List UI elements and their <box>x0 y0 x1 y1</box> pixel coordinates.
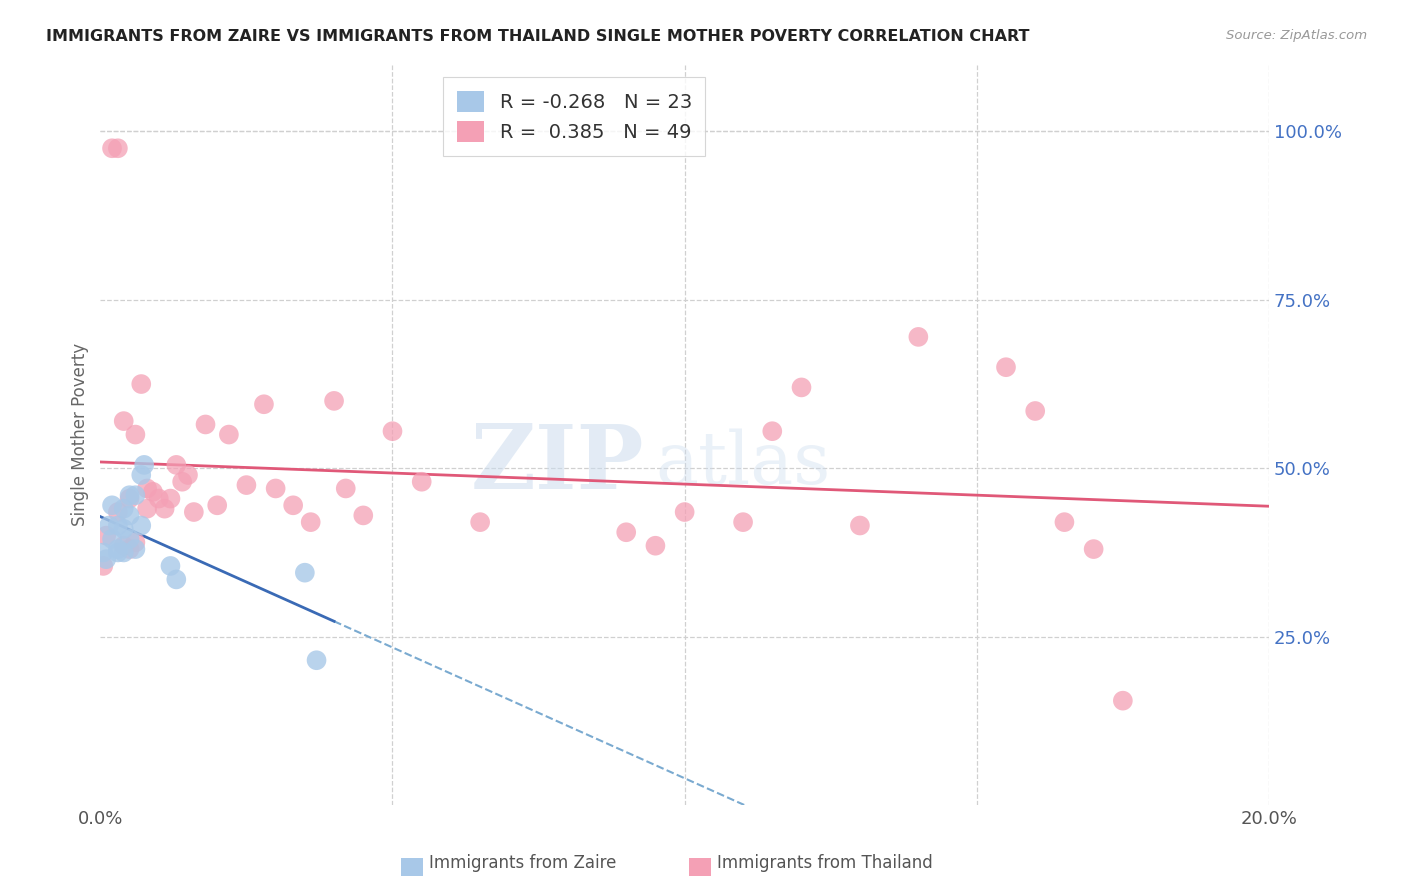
Point <box>218 427 240 442</box>
Point <box>614 525 637 540</box>
Point <box>107 518 129 533</box>
Point <box>264 482 287 496</box>
Point <box>644 539 666 553</box>
Point <box>136 482 159 496</box>
Point <box>124 488 146 502</box>
Point <box>995 360 1018 375</box>
Point <box>112 539 135 553</box>
Point <box>731 515 754 529</box>
Point <box>172 475 194 489</box>
Point <box>352 508 374 523</box>
Point <box>253 397 276 411</box>
Point <box>118 508 141 523</box>
Point <box>1053 515 1076 529</box>
Point <box>205 498 228 512</box>
Text: Immigrants from Zaire: Immigrants from Zaire <box>429 855 616 872</box>
Point <box>112 522 135 536</box>
Point <box>118 542 141 557</box>
Point <box>118 491 141 506</box>
Point <box>112 545 135 559</box>
Point <box>148 491 170 506</box>
Point <box>107 141 129 155</box>
Point <box>194 417 217 432</box>
Point <box>124 427 146 442</box>
Point <box>107 542 129 557</box>
Point <box>153 501 176 516</box>
Text: ZIP: ZIP <box>470 421 644 508</box>
Point <box>907 330 929 344</box>
Point <box>118 532 141 546</box>
Point <box>761 424 783 438</box>
Point <box>101 498 124 512</box>
Point <box>112 414 135 428</box>
Point <box>129 377 152 392</box>
Point <box>335 482 357 496</box>
Point <box>1083 542 1105 557</box>
Point <box>165 573 187 587</box>
Point <box>96 552 118 566</box>
Point <box>129 518 152 533</box>
Point <box>129 467 152 482</box>
Point <box>849 518 872 533</box>
Point <box>101 532 124 546</box>
Point <box>411 475 433 489</box>
Legend: R = -0.268   N = 23, R =  0.385   N = 49: R = -0.268 N = 23, R = 0.385 N = 49 <box>443 78 706 156</box>
Point <box>177 467 200 482</box>
Y-axis label: Single Mother Poverty: Single Mother Poverty <box>72 343 89 526</box>
Point <box>124 535 146 549</box>
Point <box>468 515 491 529</box>
Point <box>183 505 205 519</box>
Point <box>790 380 813 394</box>
Point <box>134 458 156 472</box>
Point <box>107 505 129 519</box>
Point <box>323 393 346 408</box>
Point <box>142 484 165 499</box>
Point <box>107 545 129 559</box>
Text: atlas: atlas <box>655 429 831 500</box>
Point <box>124 542 146 557</box>
Point <box>98 518 121 533</box>
Point <box>299 515 322 529</box>
Point <box>673 505 696 519</box>
Point <box>112 501 135 516</box>
Point <box>305 653 328 667</box>
Point <box>235 478 257 492</box>
Point <box>1112 693 1135 707</box>
Point <box>96 528 118 542</box>
Point <box>381 424 404 438</box>
Point <box>1024 404 1046 418</box>
Point <box>159 558 181 573</box>
Point <box>159 491 181 506</box>
Point <box>283 498 305 512</box>
Text: IMMIGRANTS FROM ZAIRE VS IMMIGRANTS FROM THAILAND SINGLE MOTHER POVERTY CORRELAT: IMMIGRANTS FROM ZAIRE VS IMMIGRANTS FROM… <box>46 29 1031 44</box>
Text: Immigrants from Thailand: Immigrants from Thailand <box>717 855 932 872</box>
Point <box>118 488 141 502</box>
Point <box>136 501 159 516</box>
Point <box>101 141 124 155</box>
Text: Source: ZipAtlas.com: Source: ZipAtlas.com <box>1226 29 1367 42</box>
Point <box>165 458 187 472</box>
Point <box>91 558 114 573</box>
Point <box>294 566 316 580</box>
Point <box>91 545 114 559</box>
